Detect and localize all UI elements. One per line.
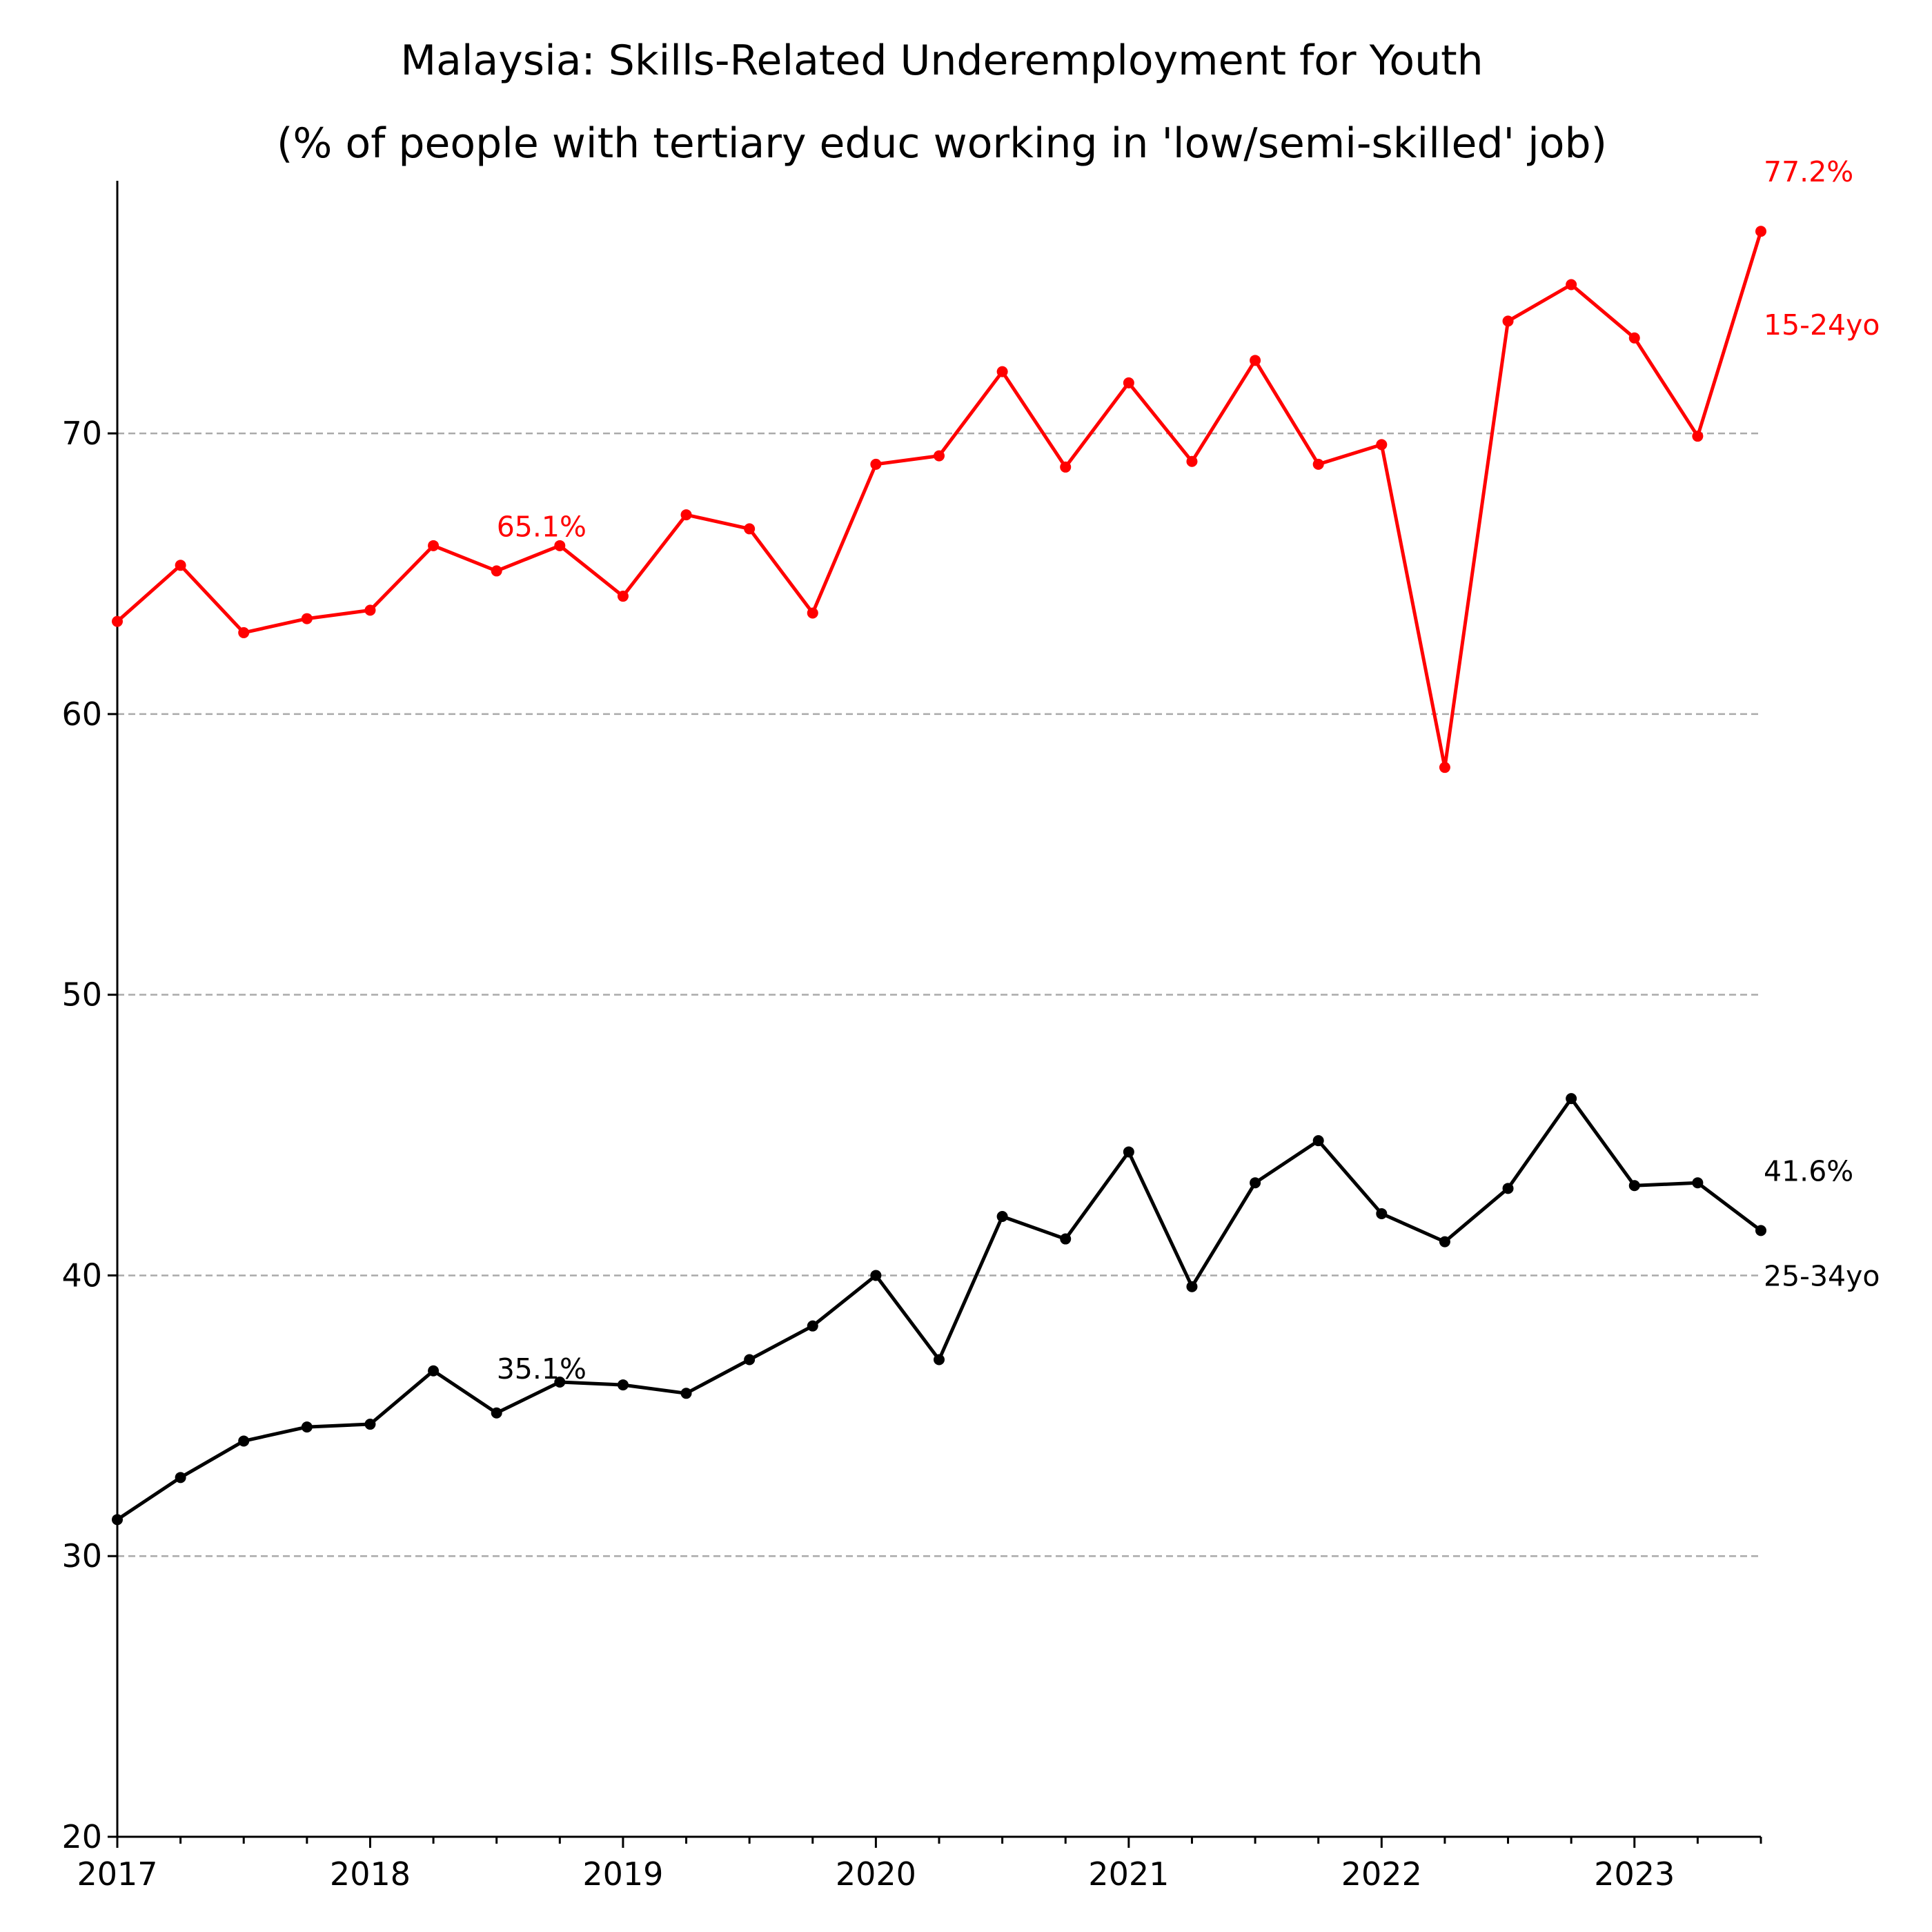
data-point-25-34yo xyxy=(807,1320,818,1332)
axes: 20 30 40 50 60 70 2017 2018 2019 2020 2021 2022 2023 xyxy=(61,181,1762,1893)
data-point-25-34yo xyxy=(1060,1233,1072,1245)
data-point-15-24yo xyxy=(491,565,502,577)
data-point-15-24yo xyxy=(744,523,756,535)
data-point-25-34yo xyxy=(680,1388,692,1399)
data-point-15-24yo xyxy=(1186,455,1198,467)
series-label-15-24yo: 15-24yo xyxy=(1764,308,1880,342)
y-tick-label: 40 xyxy=(61,1256,102,1294)
data-point-15-24yo xyxy=(1755,226,1766,237)
y-tick-label: 70 xyxy=(61,415,102,452)
data-point-15-24yo xyxy=(1692,431,1704,442)
data-point-25-34yo xyxy=(175,1472,186,1483)
data-point-25-34yo xyxy=(1566,1093,1577,1105)
data-point-25-34yo xyxy=(934,1354,945,1366)
data-point-25-34yo xyxy=(744,1354,756,1366)
x-tick-label: 2022 xyxy=(1341,1855,1422,1893)
x-tick-label: 2019 xyxy=(582,1855,663,1893)
data-point-25-34yo xyxy=(1439,1236,1450,1248)
x-tick-label: 2017 xyxy=(77,1855,157,1893)
data-point-25-34yo xyxy=(491,1407,502,1419)
data-point-15-24yo xyxy=(807,607,818,619)
data-point-25-34yo xyxy=(1376,1208,1388,1219)
data-point-25-34yo xyxy=(617,1379,629,1391)
x-tick-label: 2020 xyxy=(836,1855,916,1893)
data-point-15-24yo xyxy=(680,509,692,521)
chart-title: Malaysia: Skills-Related Underemployment… xyxy=(400,37,1483,85)
data-point-25-34yo xyxy=(1502,1183,1514,1194)
value-annotation: 41.6% xyxy=(1764,1154,1853,1187)
data-point-25-34yo xyxy=(301,1421,313,1433)
data-point-15-24yo xyxy=(1502,315,1514,327)
data-point-15-24yo xyxy=(1123,377,1134,388)
data-point-15-24yo xyxy=(996,366,1008,377)
series-label-25-34yo: 25-34yo xyxy=(1764,1259,1880,1292)
value-annotation: 35.1% xyxy=(497,1352,586,1386)
gridlines xyxy=(117,432,1761,1557)
y-tick-label: 30 xyxy=(61,1537,102,1575)
data-point-15-24yo xyxy=(364,604,376,616)
x-tick-label: 2021 xyxy=(1088,1855,1169,1893)
y-tick-label: 50 xyxy=(61,976,102,1014)
data-point-15-24yo xyxy=(617,591,629,602)
x-tick-label: 2023 xyxy=(1594,1855,1675,1893)
data-point-15-24yo xyxy=(554,540,566,551)
data-point-25-34yo xyxy=(112,1514,123,1526)
data-point-15-24yo xyxy=(1312,458,1324,470)
data-point-15-24yo xyxy=(112,615,123,627)
value-annotation: 65.1% xyxy=(497,510,586,543)
data-point-15-24yo xyxy=(428,540,440,551)
data-point-25-34yo xyxy=(1628,1180,1640,1192)
data-point-15-24yo xyxy=(175,560,186,571)
annotation-layer: 65.1% 77.2% 15-24yo 35.1% 41.6% 25-34yo xyxy=(497,155,1880,1386)
data-point-15-24yo xyxy=(1376,439,1388,451)
data-point-25-34yo xyxy=(428,1365,440,1377)
data-point-15-24yo xyxy=(1250,355,1261,366)
data-point-25-34yo xyxy=(1250,1177,1261,1189)
data-point-15-24yo xyxy=(301,613,313,624)
data-point-15-24yo xyxy=(1439,762,1450,773)
data-point-25-34yo xyxy=(870,1270,882,1281)
data-point-25-34yo xyxy=(996,1211,1008,1223)
data-point-25-34yo xyxy=(1123,1146,1134,1158)
data-point-15-24yo xyxy=(238,627,250,638)
value-annotation: 77.2% xyxy=(1764,155,1853,188)
data-point-25-34yo xyxy=(1755,1225,1766,1236)
data-point-15-24yo xyxy=(1628,332,1640,344)
data-point-15-24yo xyxy=(934,450,945,462)
y-tick-label: 60 xyxy=(61,696,102,733)
y-tick-label: 20 xyxy=(61,1818,102,1855)
data-point-15-24yo xyxy=(1060,461,1072,473)
data-point-15-24yo xyxy=(870,458,882,470)
data-point-25-34yo xyxy=(554,1377,566,1388)
x-tick-label: 2018 xyxy=(330,1855,411,1893)
data-point-25-34yo xyxy=(364,1419,376,1430)
data-point-25-34yo xyxy=(238,1435,250,1447)
chart-subtitle: (% of people with tertiary educ working … xyxy=(277,119,1607,168)
series-layer xyxy=(112,226,1766,1526)
data-point-15-24yo xyxy=(1566,279,1577,290)
data-point-25-34yo xyxy=(1186,1281,1198,1292)
data-point-25-34yo xyxy=(1312,1135,1324,1147)
data-point-25-34yo xyxy=(1692,1177,1704,1189)
